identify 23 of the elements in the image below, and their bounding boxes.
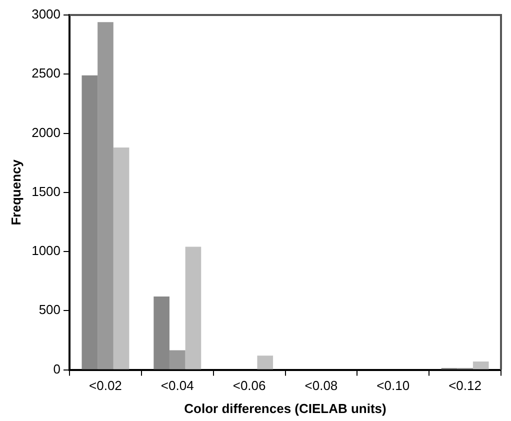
bar (82, 75, 98, 370)
bar (113, 147, 130, 370)
bar (472, 362, 489, 370)
bar (185, 246, 202, 370)
y-tick-label: 2500 (32, 66, 61, 81)
bar (98, 22, 114, 370)
x-tick-label: <0.10 (376, 378, 410, 394)
y-tick-label: 1500 (32, 184, 61, 199)
x-axis-title: Color differences (CIELAB units) (184, 400, 386, 416)
x-tick-label: <0.08 (304, 378, 338, 394)
y-tick-label: 1000 (32, 243, 61, 258)
bar (154, 296, 170, 370)
x-tick-label: <0.02 (89, 378, 122, 394)
y-tick-label: 2000 (32, 124, 61, 140)
bar (169, 350, 186, 370)
bar (257, 356, 274, 370)
x-tick-label: <0.12 (448, 378, 482, 394)
y-tick-label: 500 (38, 302, 61, 318)
x-tick-label: <0.04 (160, 378, 194, 394)
y-tick-label: 0 (53, 361, 61, 376)
y-tick-label: 3000 (32, 6, 61, 22)
x-tick-label: <0.06 (232, 378, 266, 394)
y-axis-title: Frequency (8, 158, 24, 226)
